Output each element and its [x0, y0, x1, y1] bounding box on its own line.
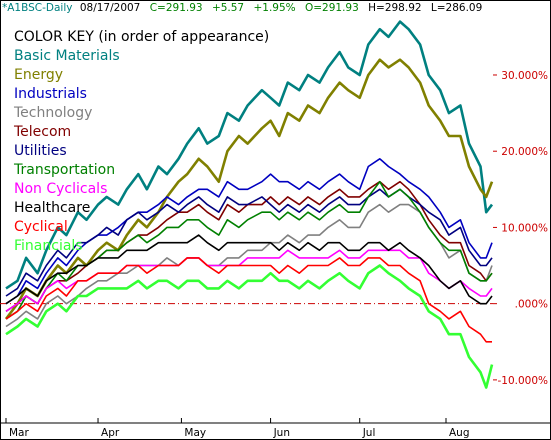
legend-item-cyclical: Cyclical	[14, 219, 68, 235]
legend-item-technology: Technology	[13, 105, 92, 121]
header-low: L=286.09	[431, 2, 482, 14]
legend-item-transportation: Transportation	[13, 162, 115, 178]
header-symbol: *A1BSC-Daily	[2, 2, 73, 14]
x-tick-label: May	[184, 427, 206, 439]
x-tick-label: Jun	[273, 427, 290, 439]
legend-item-non-cyclicals: Non Cyclicals	[14, 181, 107, 197]
header-high: H=298.92	[368, 2, 421, 14]
x-tick-label: Jul	[362, 427, 376, 439]
y-tick-label: 10.000%	[501, 222, 548, 234]
legend-item-healthcare: Healthcare	[14, 200, 90, 216]
series-line-healthcare	[5, 234, 493, 305]
header-change: +5.57	[212, 2, 244, 14]
header-close: C=291.93	[150, 2, 203, 14]
header-change-pct: +1.95%	[253, 2, 295, 14]
series-line-cyclical	[5, 257, 492, 343]
series-layer	[4, 20, 494, 389]
y-tick-label: 30.000%	[501, 70, 548, 82]
x-tick-label: Apr	[101, 427, 120, 439]
legend-item-basic-materials: Basic Materials	[14, 48, 120, 64]
legend-item-financials: Financials	[14, 238, 83, 254]
chart-header: *A1BSC-Daily 08/17/2007 C=291.93 +5.57 +…	[2, 2, 482, 14]
header-date: 08/17/2007	[80, 2, 141, 14]
x-tick-label: Aug	[449, 427, 470, 439]
legend: Basic Materials Energy Industrials Technolo…	[13, 48, 120, 254]
y-tick-label: 20.000%	[501, 146, 548, 158]
y-axis: 30.000% 20.000% 10.000% .000% -10.000%	[493, 70, 548, 387]
x-axis: Mar Apr May Jun Jul Aug	[5, 418, 470, 439]
legend-item-utilities: Utilities	[14, 143, 67, 159]
x-tick-label: Mar	[9, 427, 29, 439]
series-line-utilities	[5, 188, 493, 297]
legend-item-industrials: Industrials	[14, 86, 87, 102]
y-tick-label: .000%	[515, 299, 548, 311]
y-tick-label: -10.000%	[497, 375, 548, 387]
series-line-energy	[4, 58, 494, 320]
legend-item-energy: Energy	[14, 67, 63, 83]
series-line-basic-materials	[5, 20, 494, 290]
legend-item-telecom: Telecom	[13, 124, 71, 140]
legend-title: COLOR KEY (in order of appearance)	[14, 29, 269, 45]
series-line-financials	[5, 264, 494, 389]
header-open: O=291.93	[305, 2, 359, 14]
